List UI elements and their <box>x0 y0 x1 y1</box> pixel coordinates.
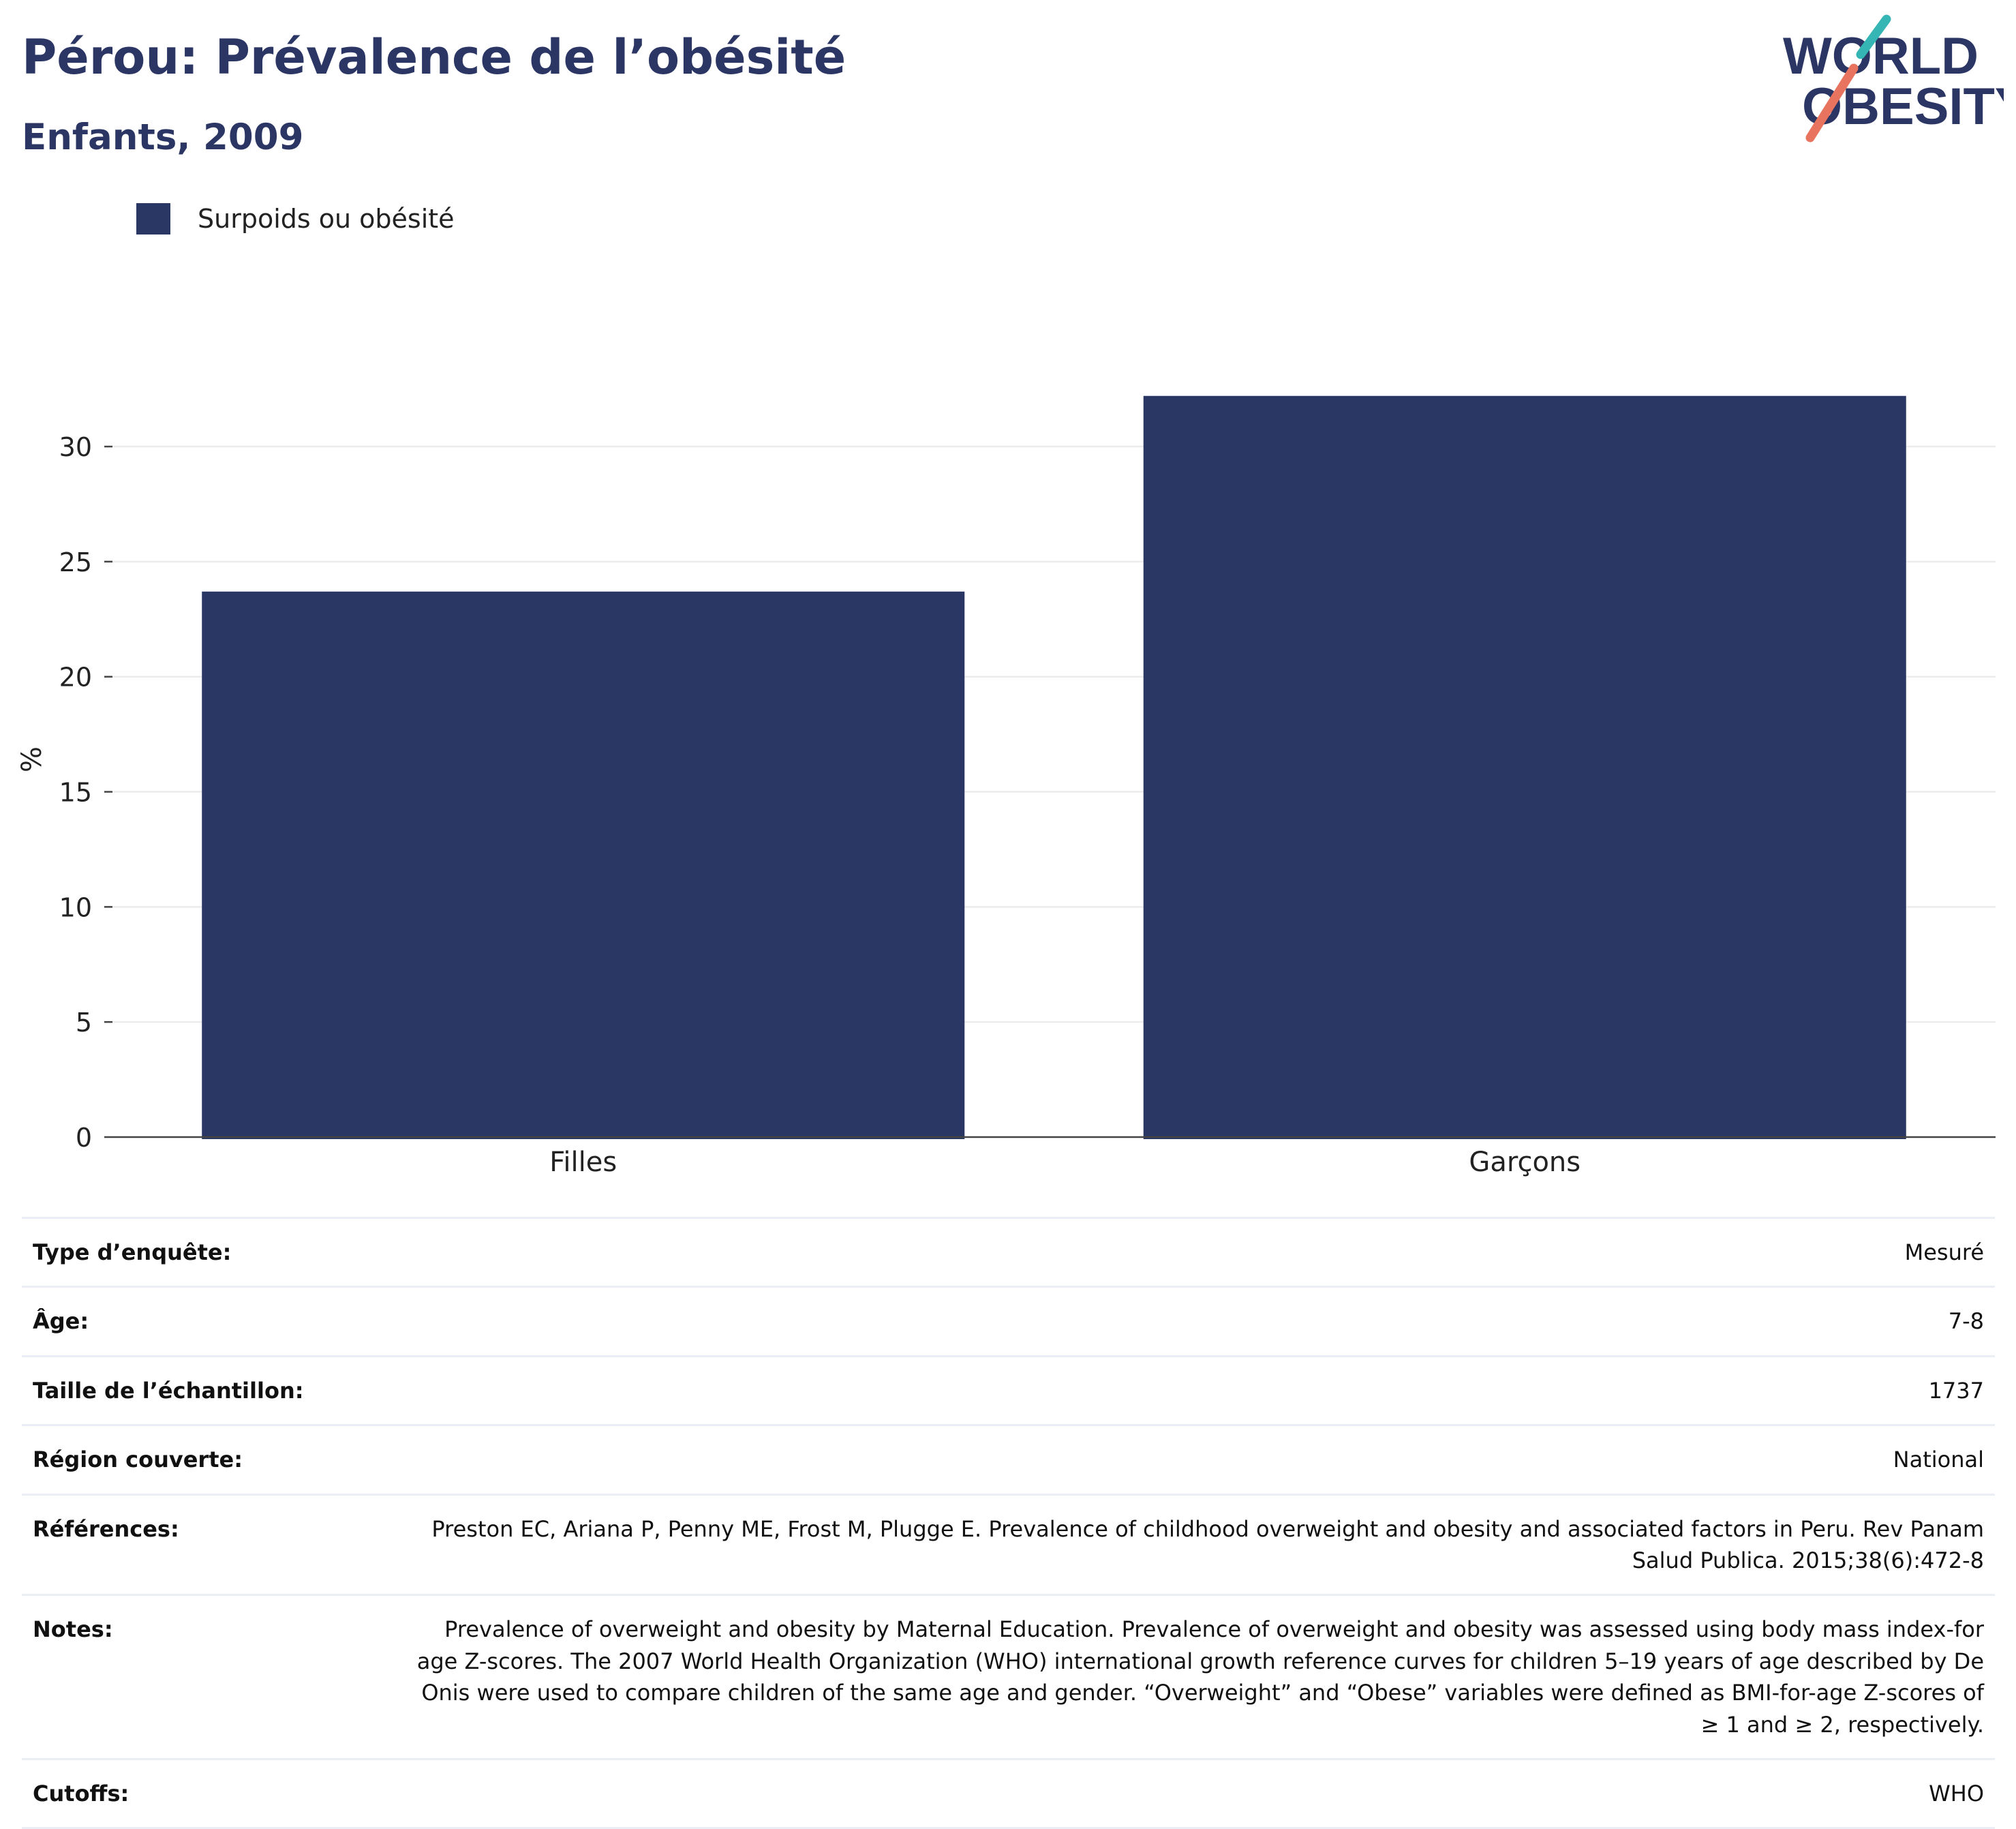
meta-value: 7-8 <box>398 1286 1995 1357</box>
x-axis-ticks: Filles Garçons <box>549 1147 1580 1178</box>
meta-key: Région couverte: <box>22 1424 398 1495</box>
meta-key: Références: <box>22 1493 398 1595</box>
bars <box>202 395 1906 1139</box>
bar-filles <box>202 591 965 1139</box>
meta-key: Cutoffs: <box>22 1757 398 1829</box>
meta-row: Type d’enquête: Mesuré <box>22 1216 1995 1287</box>
meta-row: Région couverte: National <box>22 1424 1995 1495</box>
legend-swatch <box>136 203 170 235</box>
y-tick-label: 0 <box>76 1123 92 1153</box>
meta-row: Âge: 7-8 <box>22 1286 1995 1357</box>
logo-slash-teal <box>1856 14 1891 59</box>
legend-label: Surpoids ou obésité <box>198 204 455 234</box>
meta-row: Taille de l’échantillon: 1737 <box>22 1355 1995 1425</box>
y-tick-label: 10 <box>59 892 92 922</box>
y-tick-label: 20 <box>59 663 92 693</box>
logo-line-1: WORLD <box>1783 27 1979 85</box>
y-tick-label: 5 <box>76 1008 92 1038</box>
y-axis-label: % <box>16 746 48 772</box>
y-tick-label: 15 <box>59 778 92 808</box>
meta-key: Taille de l’échantillon: <box>22 1355 398 1425</box>
meta-value: WHO <box>398 1757 1995 1829</box>
meta-row: Cutoffs: WHO <box>22 1757 1995 1829</box>
meta-key: Notes: <box>22 1594 398 1759</box>
logo-line-2: OBESITY <box>1802 78 2004 136</box>
meta-value: Mesuré <box>398 1216 1995 1287</box>
meta-row: Références: Preston EC, Ariana P, Penny M… <box>22 1493 1995 1595</box>
x-tick-label: Filles <box>549 1147 617 1178</box>
meta-value: Preston EC, Ariana P, Penny ME, Frost M,… <box>398 1493 1995 1595</box>
bar-chart: 0 5 10 15 20 25 30 Filles Garçons % <box>16 395 1996 1178</box>
survey-details-table: Type d’enquête: Mesuré Âge: 7-8 Taille de l’… <box>22 1216 1995 1829</box>
y-tick-label: 30 <box>59 432 92 462</box>
meta-key: Type d’enquête: <box>22 1216 398 1287</box>
y-tick-label: 25 <box>59 547 92 577</box>
meta-key: Âge: <box>22 1286 398 1357</box>
meta-value: Prevalence of overweight and obesity by … <box>398 1594 1995 1759</box>
world-obesity-logo: WORLD OBESITY <box>1783 14 2004 142</box>
y-axis-ticks: 0 5 10 15 20 25 30 <box>59 432 112 1153</box>
chart-subtitle: Enfants, 2009 <box>22 117 304 158</box>
chart-title: Pérou: Prévalence de l’obésité <box>22 29 846 85</box>
bar-garçons <box>1143 395 1906 1139</box>
meta-value: 1737 <box>398 1355 1995 1425</box>
x-tick-label: Garçons <box>1469 1147 1580 1178</box>
logo-slash-coral <box>1805 63 1859 142</box>
meta-row: Notes: Prevalence of overweight and obesi… <box>22 1594 1995 1759</box>
legend[interactable]: Surpoids ou obésité <box>136 203 455 235</box>
meta-value: National <box>398 1424 1995 1495</box>
